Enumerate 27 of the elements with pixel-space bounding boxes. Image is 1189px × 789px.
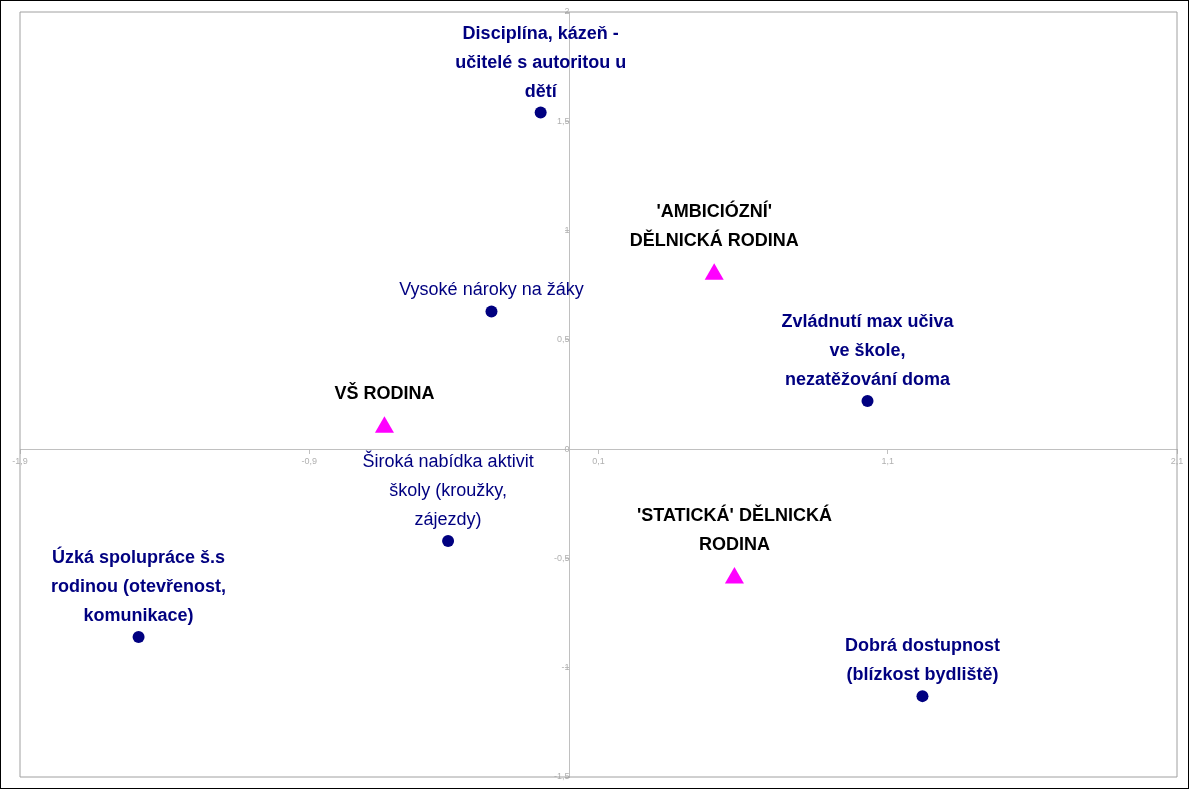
y-tick-label: 1 xyxy=(564,225,570,236)
x-tick-label: 2,1 xyxy=(1170,456,1184,467)
point xyxy=(442,534,455,547)
x-tick-label: -1,9 xyxy=(12,456,28,467)
annotation: Zvládnutí max učiva ve škole, nezatěžování doma xyxy=(781,311,955,390)
annotation: 'AMBICIÓZNÍ' DĚLNICKÁ RODINA xyxy=(629,200,799,251)
x-tick-label: -0,9 xyxy=(301,456,318,467)
annotation: Úzká spolupráce š.s rodinou (otevřenost, komunikace) xyxy=(51,546,227,626)
annotation: Vysoké nároky na žáky xyxy=(399,279,584,300)
y-tick-label: 0 xyxy=(564,443,570,454)
annotation: Široká nabídka aktivit školy (kroužky, zájezdy) xyxy=(362,449,534,529)
annotation: Dobrá dostupnost (blízkost bydliště) xyxy=(844,635,1000,685)
y-tick-label: -1,5 xyxy=(554,771,570,782)
point xyxy=(132,631,145,644)
y-tick-label: 0,5 xyxy=(557,334,570,345)
point xyxy=(861,395,874,408)
point xyxy=(534,106,547,119)
x-tick-label: 1,1 xyxy=(881,456,895,467)
annotation: VŠ RODINA xyxy=(334,382,435,404)
x-tick-label: 0,1 xyxy=(592,456,605,467)
point xyxy=(485,305,498,318)
y-tick-label: 1,5 xyxy=(557,115,570,126)
y-tick-label: -1 xyxy=(561,662,570,673)
annotation: 'STATICKÁ' DĚLNICKÁ RODINA xyxy=(637,504,832,555)
y-tick-label: -0,5 xyxy=(554,552,570,563)
annotation: Disciplína, kázeň - učitelé s autoritou u dětí xyxy=(455,22,627,101)
point xyxy=(916,690,929,703)
